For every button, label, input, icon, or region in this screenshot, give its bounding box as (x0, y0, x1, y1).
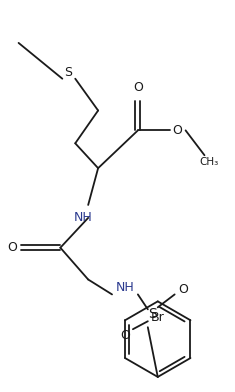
Text: Br: Br (151, 311, 165, 324)
Text: O: O (120, 328, 130, 342)
Text: NH: NH (74, 211, 93, 224)
Text: O: O (179, 283, 188, 296)
Text: NH: NH (116, 281, 134, 294)
Text: CH₃: CH₃ (200, 157, 219, 167)
Text: S: S (149, 307, 157, 321)
Text: O: O (173, 124, 183, 137)
Text: O: O (8, 241, 18, 254)
Text: S: S (64, 66, 72, 79)
Text: O: O (133, 81, 143, 94)
